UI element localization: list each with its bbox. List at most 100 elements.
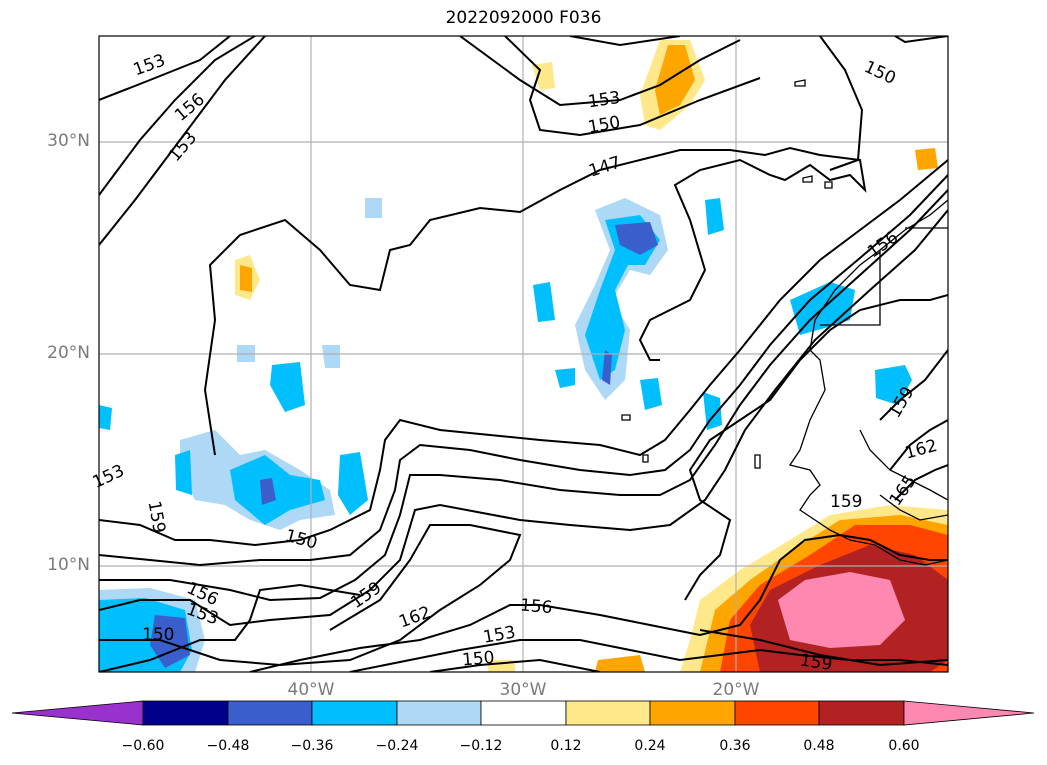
contour-label: 159 bbox=[144, 499, 169, 534]
contour-label: 153 bbox=[90, 461, 128, 493]
warm-blob bbox=[778, 572, 905, 648]
colorbar-swatch bbox=[649, 700, 736, 726]
contour-label: 150 bbox=[461, 648, 495, 671]
contour-line bbox=[879, 349, 948, 421]
lat-label-20n: 20°N bbox=[47, 343, 90, 363]
colorbar-swatch bbox=[818, 700, 905, 726]
blue-blob bbox=[533, 282, 555, 322]
colorbar-tick: −0.60 bbox=[121, 738, 165, 754]
contour-label: 153 bbox=[587, 88, 622, 112]
colorbar-swatch bbox=[227, 700, 313, 726]
colorbar-swatch bbox=[396, 700, 482, 726]
contour-label: 159 bbox=[799, 651, 834, 675]
contour-line bbox=[99, 174, 948, 567]
country-border bbox=[859, 429, 948, 501]
blue-blob bbox=[875, 365, 912, 405]
contour-line bbox=[429, 658, 601, 672]
contour-line bbox=[99, 36, 256, 196]
blue-blob bbox=[602, 350, 612, 385]
contour-label: 150 bbox=[861, 57, 899, 89]
lon-label-20w: 20°W bbox=[712, 680, 760, 700]
warm-blob bbox=[915, 148, 938, 170]
contour-label: 153 bbox=[482, 622, 517, 647]
blue-blob bbox=[615, 222, 658, 255]
colorbar-tick: 0.12 bbox=[550, 738, 582, 754]
contour-line bbox=[99, 36, 266, 246]
contour-line bbox=[569, 36, 681, 47]
colorbar-swatch bbox=[480, 700, 567, 726]
colorbar-extend-max bbox=[903, 700, 1035, 726]
contour-label: 150 bbox=[283, 526, 320, 554]
lat-label-30n: 30°N bbox=[47, 131, 90, 151]
contour-line bbox=[99, 36, 231, 101]
warm-blob bbox=[595, 655, 645, 672]
lon-label-40w: 40°W bbox=[287, 680, 335, 700]
blue-blob bbox=[175, 450, 192, 495]
colorbar-swatch bbox=[734, 700, 820, 726]
contour-line bbox=[99, 524, 522, 667]
country-border bbox=[879, 494, 948, 521]
contour-label: 147 bbox=[586, 153, 623, 182]
contour-label: 162 bbox=[396, 603, 433, 633]
contour-line bbox=[699, 629, 948, 667]
coastline-island bbox=[824, 181, 833, 189]
coastline-island bbox=[802, 175, 813, 183]
colorbar-swatch bbox=[311, 700, 398, 726]
coastlines bbox=[621, 79, 948, 566]
colorbar-swatch bbox=[142, 700, 229, 726]
colorbar bbox=[11, 700, 1035, 726]
warm-blob bbox=[655, 45, 695, 115]
blue-blob bbox=[365, 198, 382, 218]
contour-label: 159 bbox=[830, 492, 862, 512]
colorbar-extend-min bbox=[11, 700, 144, 726]
coastline-africa bbox=[788, 199, 948, 566]
contour-line bbox=[894, 36, 948, 44]
contour-line bbox=[99, 159, 948, 547]
blue-blob bbox=[705, 198, 724, 235]
coastline-island bbox=[754, 454, 761, 469]
blue-blob bbox=[555, 368, 575, 388]
contour-label: 153 bbox=[165, 128, 201, 166]
blue-blob bbox=[150, 615, 190, 668]
blue-blob bbox=[703, 392, 722, 430]
blue-blob bbox=[260, 478, 276, 505]
height-contours bbox=[99, 36, 948, 672]
contour-line bbox=[504, 36, 761, 137]
contour-line bbox=[819, 36, 864, 171]
shaded-anomalies bbox=[99, 40, 948, 672]
blue-blob bbox=[322, 345, 340, 368]
blue-blob bbox=[230, 455, 325, 525]
colorbar-swatch bbox=[565, 700, 651, 726]
contour-line bbox=[203, 146, 867, 456]
colorbar-tick: 0.36 bbox=[719, 738, 751, 754]
contour-label: 162 bbox=[903, 436, 940, 464]
lon-label-30w: 30°W bbox=[499, 680, 547, 700]
contour-line bbox=[894, 464, 948, 501]
blue-blob bbox=[270, 362, 305, 412]
blue-blob bbox=[99, 405, 112, 430]
contour-line bbox=[249, 533, 948, 672]
contour-line bbox=[684, 294, 948, 601]
contour-label: 156 bbox=[171, 90, 209, 126]
lat-label-10n: 10°N bbox=[47, 555, 90, 575]
contour-line bbox=[459, 36, 741, 107]
colorbar-tick: 0.60 bbox=[888, 738, 920, 754]
contour-label: 165 bbox=[886, 472, 921, 510]
contour-label: 150 bbox=[142, 625, 174, 645]
coastline-island bbox=[621, 414, 631, 421]
map-title: 2022092000 F036 bbox=[445, 8, 602, 28]
plot-frame bbox=[98, 35, 949, 673]
coastline-island bbox=[642, 454, 649, 463]
colorbar-tick: 0.24 bbox=[634, 738, 666, 754]
blue-blob bbox=[585, 215, 660, 380]
colorbar-tick: −0.24 bbox=[375, 738, 419, 754]
blue-blob bbox=[640, 378, 662, 410]
colorbar-tick: 0.48 bbox=[803, 738, 835, 754]
contour-line bbox=[889, 419, 948, 471]
contour-label: 150 bbox=[587, 112, 622, 137]
contour-line bbox=[99, 583, 361, 672]
blue-blob bbox=[338, 452, 368, 515]
contour-label: 156 bbox=[519, 595, 553, 618]
colorbar-tick: −0.36 bbox=[290, 738, 334, 754]
